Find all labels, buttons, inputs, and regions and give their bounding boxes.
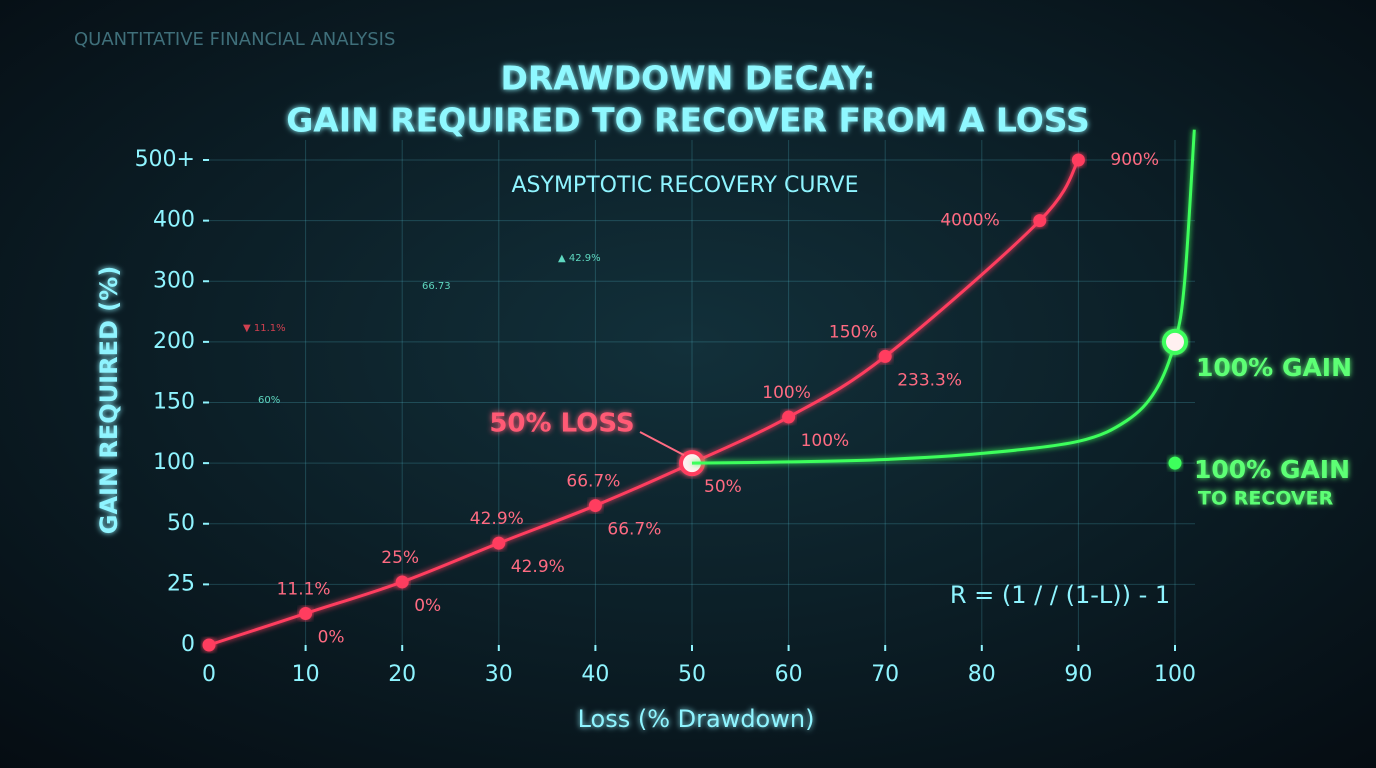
point [782,410,796,424]
point-label: 900% [1110,150,1159,170]
y-tick-label: 25 [167,571,195,596]
point-label: 150% [829,322,878,342]
point [1033,214,1047,228]
point-label: 42.9% [470,509,524,529]
y-tick-label: 0 [181,632,195,657]
title-line: DRAWDOWN DECAY: [501,59,876,98]
x-tick-label: 30 [485,662,513,687]
leader-line [639,431,685,457]
x-tick-label: 80 [968,662,996,687]
point [1071,153,1085,167]
x-tick-label: 70 [871,662,899,687]
point-label: 4000% [940,211,999,231]
ticker-label: ▼ 11.1% [243,323,286,334]
series-line [691,129,1196,465]
formula: R = (1 / / (1-L)) - 1 [950,581,1170,609]
x-tick-label: 0 [202,662,216,687]
supertitle: QUANTITATIVE FINANCIAL ANALYSIS [74,29,395,50]
point-label: 0% [318,627,345,647]
y-tick-label: 150 [153,390,195,415]
callout: 100% GAIN [1196,353,1352,382]
point [878,349,892,363]
x-tick-label: 10 [292,662,320,687]
y-tick-label: 50 [167,511,195,536]
point-label: 11.1% [277,579,331,599]
y-axis-label: GAIN REQUIRED (%) [95,266,123,534]
callout: TO RECOVER [1198,488,1334,510]
point [588,499,602,513]
point-label: 66.7% [566,472,620,492]
x-tick-label: 90 [1064,662,1092,687]
x-tick-label: 50 [678,662,706,687]
point [299,606,313,620]
point-label: 25% [381,548,419,568]
y-tick-label: 200 [153,329,195,354]
subtitle: ASYMPTOTIC RECOVERY CURVE [512,173,859,198]
y-tick-label: 400 [153,208,195,233]
point [492,536,506,550]
x-axis-label: Loss (% Drawdown) [578,705,815,733]
x-tick-label: 40 [581,662,609,687]
point [395,575,409,589]
point-label: 66.7% [607,520,661,540]
y-tick-label: 300 [153,268,195,293]
ticker-label: 60% [258,395,280,406]
point-label: 0% [414,596,441,616]
x-tick-label: 60 [775,662,803,687]
point [1162,328,1188,355]
point-label: 233.3% [897,370,962,390]
ticker-label: ▲ 42.9% [558,253,601,264]
series-line [208,159,1080,647]
point [1168,456,1182,470]
title-line: GAIN REQUIRED TO RECOVER FROM A LOSS [286,101,1090,140]
point-label: 100% [762,383,811,403]
x-tick-label: 100 [1154,662,1196,687]
point-label: 50% [704,477,742,497]
point-label: 42.9% [511,557,565,577]
y-tick-label: 100 [153,450,195,475]
point [202,638,216,652]
ticker-label: 66.73 [422,281,451,292]
y-tick-label: 500+ [135,147,195,172]
callout: 100% GAIN [1194,455,1350,484]
x-tick-label: 20 [388,662,416,687]
point-label: 100% [801,431,850,451]
callout: 50% LOSS [489,409,634,439]
